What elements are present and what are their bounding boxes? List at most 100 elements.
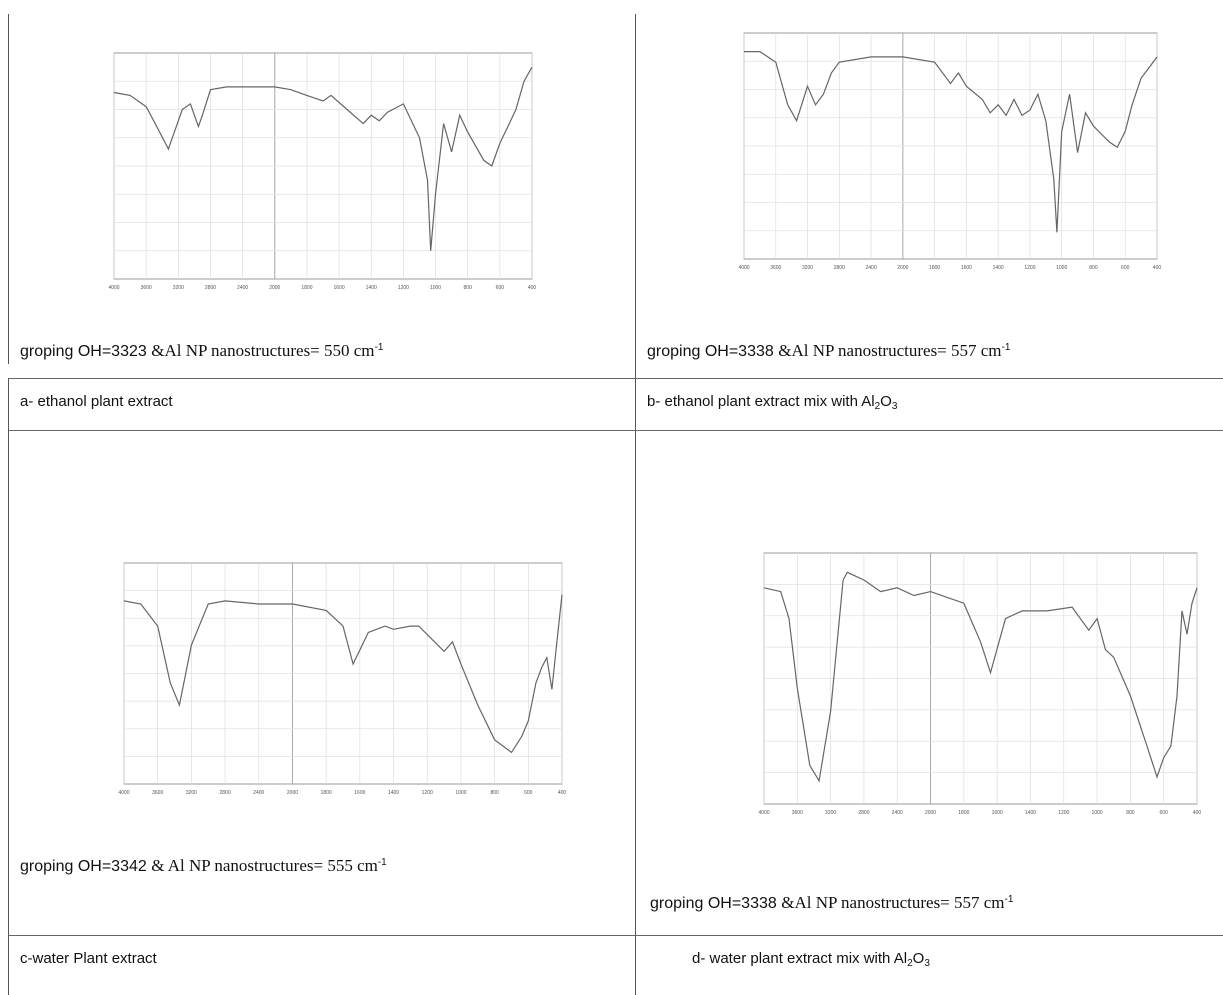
x-tick-label: 1400 <box>993 265 1004 271</box>
table-divider-left-bottom <box>8 378 9 995</box>
chart-svg-c: 4000 3600 3200 2800 2400 2000 1800 1600 1400 1200… <box>118 562 567 796</box>
caption-b: groping OH=3338 &Al NP nanostructures= 5… <box>647 341 1010 361</box>
x-tick-label: 1000 <box>1056 265 1067 271</box>
x-tick-label: 1200 <box>1024 265 1035 271</box>
x-tick-label: 3600 <box>792 810 803 816</box>
caption-b-sup: -1 <box>1001 342 1011 353</box>
x-tick-label: 2400 <box>253 790 264 796</box>
x-tick-label: 4000 <box>738 265 749 271</box>
ftir-spectrum-d: 4000 3600 3200 2800 2400 2000 1800 1600 1400 1200… <box>740 545 1205 830</box>
x-tick-label: 1600 <box>961 265 972 271</box>
x-tick-label: 2800 <box>205 285 216 291</box>
caption-d: groping OH=3338 &Al NP nanostructures= 5… <box>650 893 1013 913</box>
label-d-sub2: 3 <box>924 958 930 969</box>
caption-c-sup: -1 <box>377 857 387 868</box>
x-tick-label: 2400 <box>237 285 248 291</box>
x-tick-label: 3200 <box>186 790 197 796</box>
x-tick-label: 1600 <box>354 790 365 796</box>
x-tick-label: 3200 <box>825 810 836 816</box>
label-c: c-water Plant extract <box>20 950 157 967</box>
x-tick-label: 2000 <box>925 810 936 816</box>
x-tick-label: 400 <box>1193 810 1202 816</box>
x-tick-label: 1000 <box>1092 810 1103 816</box>
caption-b-text: &Al NP nanostructures= 557 cm <box>778 341 1002 360</box>
x-tick-label: 2800 <box>834 265 845 271</box>
x-tick-label: 2000 <box>269 285 280 291</box>
x-tick-label: 1000 <box>455 790 466 796</box>
spectrum-line <box>763 571 1198 783</box>
label-b-text: b- ethanol plant extract mix with Al <box>647 393 875 410</box>
caption-c: groping OH=3342 & Al NP nanostructures= … <box>20 856 387 876</box>
x-tick-label: 400 <box>558 790 567 796</box>
ftir-spectrum-b: 4000 3600 3200 2800 2400 2000 1800 1600 1400 1200… <box>720 25 1165 285</box>
x-tick-label: 1400 <box>388 790 399 796</box>
caption-a-text: &Al NP nanostructures= 550 cm <box>151 341 375 360</box>
x-tick-label: 1600 <box>992 810 1003 816</box>
x-tick-label: 3600 <box>152 790 163 796</box>
x-tick-label: 600 <box>524 790 533 796</box>
x-tick-label: 800 <box>1126 810 1135 816</box>
spectrum-line <box>113 66 533 251</box>
x-tick-label: 1200 <box>1058 810 1069 816</box>
x-tick-label: 1800 <box>958 810 969 816</box>
x-tick-label: 1200 <box>422 790 433 796</box>
label-b: b- ethanol plant extract mix with Al2O3 <box>647 393 897 412</box>
x-tick-label: 800 <box>490 790 499 796</box>
ftir-spectrum-a: 4000 3600 3200 2800 2400 2000 1800 1600 1400 1200… <box>90 45 540 305</box>
label-d-text: d- water plant extract mix with Al <box>692 950 908 967</box>
x-tick-label: 600 <box>1121 265 1130 271</box>
x-tick-label: 2400 <box>866 265 877 271</box>
label-b-sub1: 2 <box>874 401 881 412</box>
ftir-spectrum-c: 4000 3600 3200 2800 2400 2000 1800 1600 1400 1200… <box>100 555 570 810</box>
label-d-mid: O <box>912 950 925 967</box>
x-tick-label: 1600 <box>334 285 345 291</box>
caption-b-prefix: groping OH=3338 <box>647 343 774 360</box>
x-tick-label: 4000 <box>758 810 769 816</box>
x-tick-label: 800 <box>1089 265 1098 271</box>
label-b-mid: O <box>880 393 892 410</box>
x-tick-label: 2000 <box>897 265 908 271</box>
x-tick-label: 1400 <box>366 285 377 291</box>
x-tick-label: 600 <box>496 285 505 291</box>
x-tick-label: 1400 <box>1025 810 1036 816</box>
chart-svg-d: 4000 3600 3200 2800 2400 2000 1800 1600 1400 1200… <box>758 552 1202 816</box>
table-divider-center <box>635 14 636 995</box>
label-c-text: c-water Plant extract <box>20 950 157 967</box>
x-tick-label: 1800 <box>929 265 940 271</box>
table-row-rule-2 <box>8 430 1223 431</box>
table-divider-left-top <box>8 14 9 364</box>
x-tick-label: 1000 <box>430 285 441 291</box>
label-a-text: a- ethanol plant extract <box>20 393 173 410</box>
caption-a-sup: -1 <box>374 342 384 353</box>
x-tick-label: 1800 <box>301 285 312 291</box>
x-tick-label: 4000 <box>108 285 119 291</box>
spectrum-line <box>744 51 1158 233</box>
label-a: a- ethanol plant extract <box>20 393 173 410</box>
caption-c-prefix: groping OH=3342 <box>20 858 152 875</box>
x-tick-label: 2400 <box>892 810 903 816</box>
x-tick-label: 3600 <box>770 265 781 271</box>
spectrum-line <box>123 594 563 754</box>
x-tick-label: 600 <box>1160 810 1169 816</box>
x-tick-label: 2800 <box>858 810 869 816</box>
x-tick-label: 3200 <box>173 285 184 291</box>
label-d: d- water plant extract mix with Al2O3 <box>692 950 930 969</box>
label-d-sub1: 2 <box>907 958 913 969</box>
x-tick-label: 4000 <box>118 790 129 796</box>
chart-svg-b: 4000 3600 3200 2800 2400 2000 1800 1600 1400 1200… <box>738 32 1162 271</box>
caption-c-text: & Al NP nanostructures= 555 cm <box>151 856 378 875</box>
caption-d-text: &Al NP nanostructures= 557 cm <box>781 893 1005 912</box>
x-tick-label: 3200 <box>802 265 813 271</box>
caption-d-prefix: groping OH=3338 <box>650 895 777 912</box>
caption-a-prefix: groping OH=3323 <box>20 343 147 360</box>
table-row-rule-3 <box>8 935 1223 936</box>
caption-d-sup: -1 <box>1004 894 1014 905</box>
x-tick-label: 400 <box>1153 265 1162 271</box>
x-tick-label: 2000 <box>287 790 298 796</box>
label-b-sub2: 3 <box>891 401 898 412</box>
x-tick-label: 800 <box>464 285 473 291</box>
caption-a: groping OH=3323 &Al NP nanostructures= 5… <box>20 341 383 361</box>
x-tick-label: 400 <box>528 285 537 291</box>
table-row-rule-1 <box>8 378 1223 379</box>
x-tick-label: 1800 <box>321 790 332 796</box>
